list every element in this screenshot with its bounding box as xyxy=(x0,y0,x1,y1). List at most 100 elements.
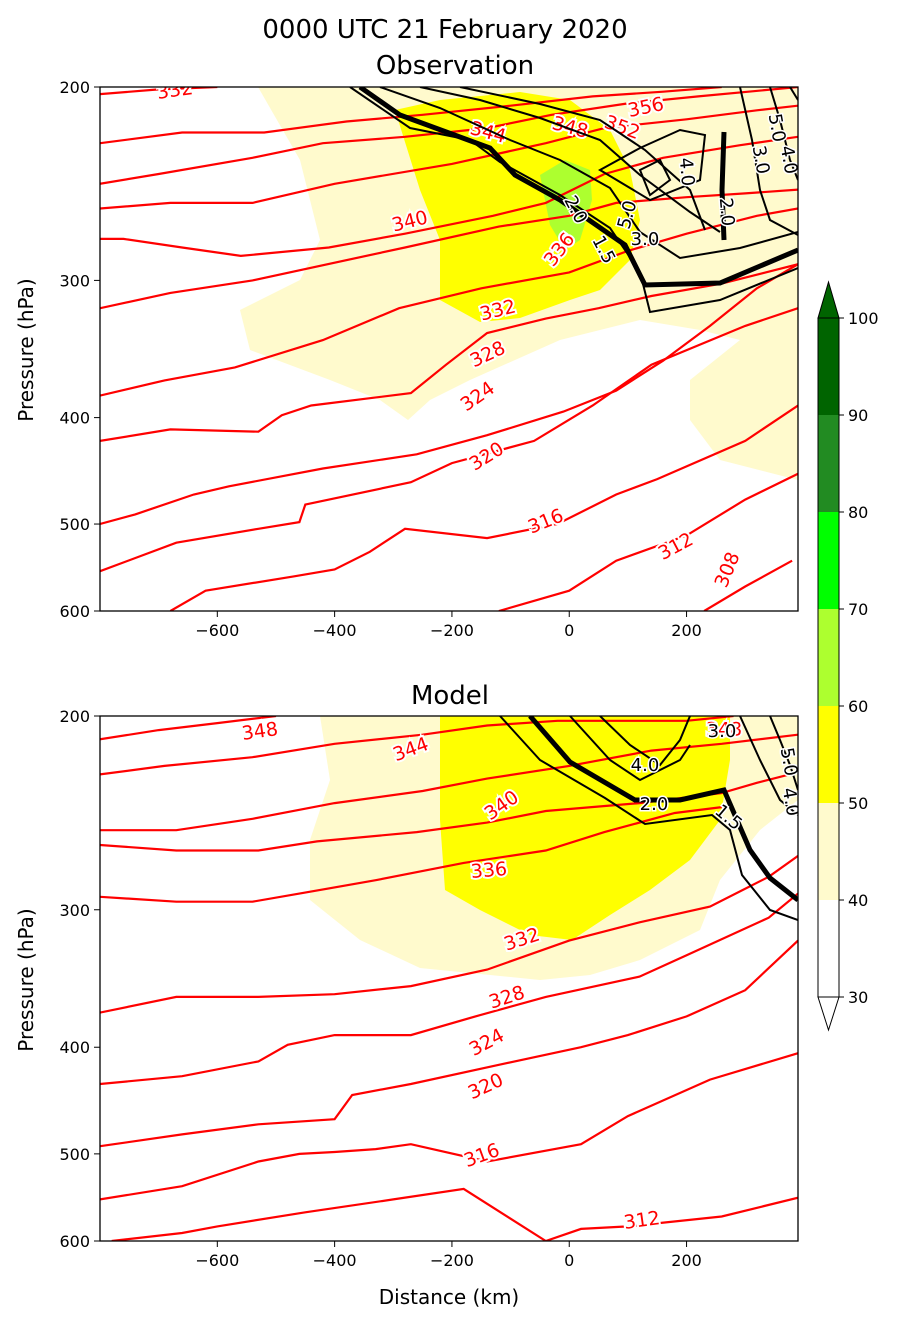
x-tick-label: −600 xyxy=(195,621,239,640)
theta-contour-312 xyxy=(111,1187,798,1241)
theta-label: 348 xyxy=(240,718,279,745)
wind-label: 5.0 xyxy=(764,112,790,144)
model-ylabel: Pressure (hPa) xyxy=(14,908,38,1051)
wind-contours xyxy=(349,87,798,314)
wind-contour xyxy=(739,87,798,236)
wind-contour xyxy=(499,716,798,921)
theta-label: 316 xyxy=(461,1139,503,1172)
colorbar-tick-label: 40 xyxy=(848,891,868,910)
fill-yellow-region xyxy=(395,92,640,322)
y-tick-label: 300 xyxy=(59,901,90,920)
y-tick-label: 300 xyxy=(59,271,90,290)
figure-title: 0000 UTC 21 February 2020 xyxy=(262,15,627,45)
wind-label: 4.0 xyxy=(675,157,698,187)
colorbar-segment xyxy=(818,318,839,415)
y-tick-label: 400 xyxy=(59,1038,90,1057)
wind-contour xyxy=(459,87,706,231)
theta-contour-336 xyxy=(100,188,798,310)
colorbar-tick-label: 100 xyxy=(848,309,879,328)
colorbar-frame xyxy=(817,317,840,998)
theta-contour-328 xyxy=(100,855,798,1014)
colorbar-tick-label: 70 xyxy=(848,600,868,619)
y-tick-label: 200 xyxy=(59,707,90,726)
wind-label: 2.0 xyxy=(640,794,669,815)
colorbar-tick-label: 30 xyxy=(848,988,868,1007)
y-tick-label: 500 xyxy=(59,1145,90,1164)
wind-contour xyxy=(419,87,721,233)
x-tick-label: 200 xyxy=(671,621,702,640)
theta-contour-308 xyxy=(703,559,793,611)
x-tick-label: −400 xyxy=(313,621,357,640)
x-tick-label: 200 xyxy=(671,1251,702,1270)
y-tick-label: 200 xyxy=(59,78,90,97)
theta-label: 324 xyxy=(466,1024,508,1060)
theta-contour-344 xyxy=(100,716,734,776)
x-tick-label: −600 xyxy=(195,1251,239,1270)
theta-label: 336 xyxy=(470,858,508,883)
x-tick-label: −200 xyxy=(430,621,474,640)
theta-contour-344 xyxy=(100,104,798,210)
theta-contour-356 xyxy=(100,87,218,96)
wind-contour xyxy=(789,87,798,101)
wind-contour xyxy=(599,716,691,767)
y-tick-label: 600 xyxy=(59,602,90,621)
colorbar-tick-label: 50 xyxy=(848,794,868,813)
wind-contour xyxy=(379,87,798,260)
colorbar: 30 40 50 60 70 80 90 100 xyxy=(817,280,879,1032)
colorbar-segment xyxy=(818,900,839,997)
theta-label: 348 xyxy=(706,719,742,741)
observation-title: Observation xyxy=(376,51,534,81)
theta-label: 316 xyxy=(525,505,567,539)
wind-contour xyxy=(739,716,798,816)
model-title: Model xyxy=(411,681,489,711)
colorbar-tick-label: 60 xyxy=(848,697,868,716)
wind-label: 4.0 xyxy=(631,755,660,776)
wind-contour xyxy=(528,716,798,902)
wind-contour xyxy=(769,716,798,791)
colorbar-segment xyxy=(818,706,839,803)
wind-contour xyxy=(349,87,798,314)
theta-contour-336 xyxy=(100,771,798,852)
wind-contours xyxy=(499,716,798,921)
theta-label: 308 xyxy=(711,549,745,591)
y-tick-label: 400 xyxy=(59,409,90,428)
colorbar-segment xyxy=(818,415,839,512)
colorbar-tick-label: 80 xyxy=(848,503,868,522)
theta-label: 312 xyxy=(622,1207,661,1234)
theta-contour-316 xyxy=(169,404,798,611)
colorbar-segment xyxy=(818,609,839,706)
theta-contour-312 xyxy=(498,472,798,611)
wind-label: 3.0 xyxy=(708,721,737,742)
wind-contour xyxy=(638,158,672,197)
wind-contour xyxy=(769,87,798,181)
theta-contour-340 xyxy=(100,135,798,258)
wind-label: 2.0 xyxy=(715,197,738,227)
theta-contour-328 xyxy=(100,263,798,442)
theta-label: 328 xyxy=(486,981,527,1013)
theta-contour-332 xyxy=(100,806,722,903)
wind-label: 4.0 xyxy=(778,786,804,818)
x-tick-label: 0 xyxy=(564,621,574,640)
theta-contour-352 xyxy=(100,87,722,145)
theta-label: 320 xyxy=(466,438,508,476)
wind-label: 4.0 xyxy=(776,144,802,176)
colorbar-extend-high xyxy=(817,280,840,319)
theta-label: 320 xyxy=(465,1069,507,1104)
observation-ylabel: Pressure (hPa) xyxy=(14,278,38,421)
colorbar-tick-label: 90 xyxy=(848,406,868,425)
theta-contour-324 xyxy=(100,892,798,1086)
theta-contour-340 xyxy=(100,733,798,832)
wind-contour xyxy=(597,128,707,202)
wind-label: 5.0 xyxy=(776,746,802,778)
y-tick-label: 500 xyxy=(59,515,90,534)
theta-contour-316 xyxy=(100,1052,798,1201)
x-tick-label: −400 xyxy=(313,1251,357,1270)
x-tick-label: −200 xyxy=(430,1251,474,1270)
theta-label: 332 xyxy=(155,77,194,104)
colorbar-segment xyxy=(818,512,839,609)
observation-plot-frame xyxy=(99,86,799,612)
wind-contour xyxy=(719,131,727,241)
wind-contour xyxy=(358,87,798,288)
wind-label: 3.0 xyxy=(631,229,660,250)
